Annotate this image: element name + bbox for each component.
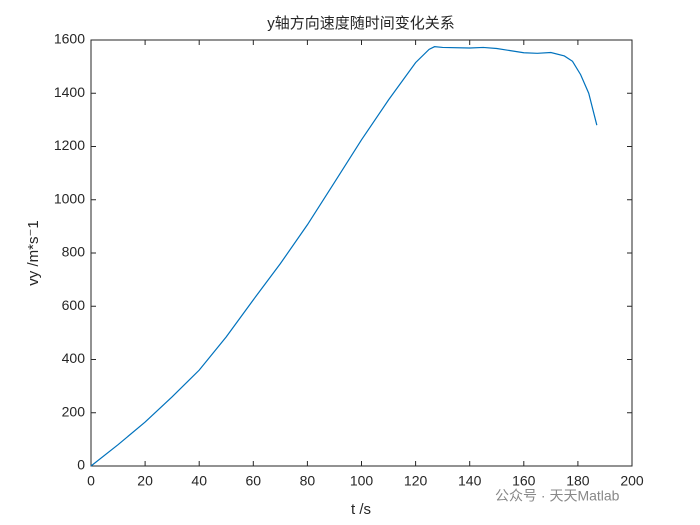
chart-title: y轴方向速度随时间变化关系 bbox=[267, 15, 455, 32]
x-tick-label: 160 bbox=[512, 473, 536, 489]
x-tick-label: 0 bbox=[87, 473, 95, 489]
y-tick-label: 1200 bbox=[54, 137, 85, 153]
y-tick-label: 1400 bbox=[54, 84, 85, 100]
y-tick-label: 600 bbox=[62, 297, 86, 313]
y-tick-label: 0 bbox=[77, 457, 85, 473]
watermark: 公众号 · 天天Matlab bbox=[495, 488, 620, 504]
x-tick-label: 40 bbox=[191, 473, 207, 489]
x-tick-label: 100 bbox=[350, 473, 374, 489]
y-tick-label: 200 bbox=[62, 403, 86, 419]
x-tick-label: 140 bbox=[458, 473, 482, 489]
y-tick-label: 400 bbox=[62, 350, 86, 366]
y-tick-label: 800 bbox=[62, 244, 86, 260]
x-tick-label: 120 bbox=[404, 473, 428, 489]
x-tick-label: 200 bbox=[620, 473, 644, 489]
plot-box bbox=[90, 39, 633, 467]
x-tick-label: 80 bbox=[300, 473, 316, 489]
y-tick-label: 1600 bbox=[54, 31, 85, 47]
y-tick-label: 1000 bbox=[54, 190, 85, 206]
data-line bbox=[90, 46, 598, 467]
x-tick-label: 180 bbox=[566, 473, 590, 489]
y-axis-label: vy /m*s⁻1 bbox=[25, 220, 42, 285]
x-tick-label: 20 bbox=[137, 473, 153, 489]
x-axis-label: t /s bbox=[351, 501, 371, 518]
x-tick-label: 60 bbox=[246, 473, 262, 489]
